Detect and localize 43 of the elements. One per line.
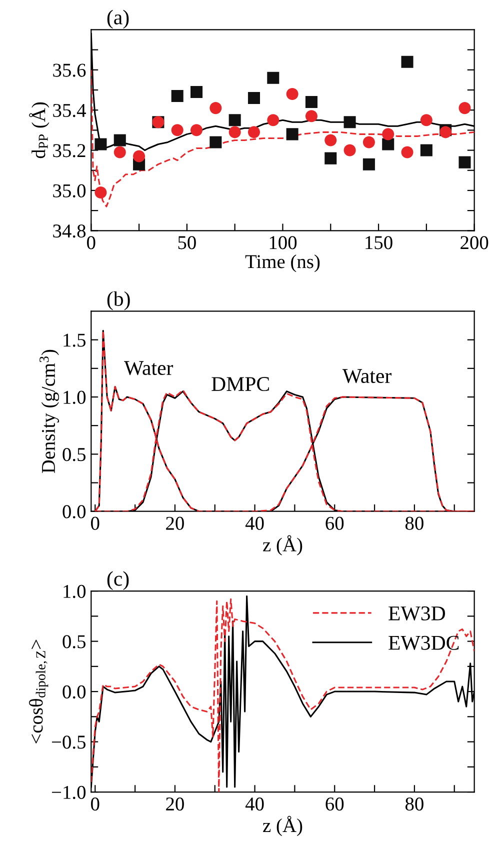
y-tick-label: 0.0 [62,685,86,699]
x-tick-label: 100 [270,236,297,250]
x-tick-label: 20 [166,516,184,530]
y-axis-title: d$_{PP}$ (Å) [29,102,50,158]
x-axis-title: z (Å) [263,535,302,556]
x-tick-label: 60 [326,797,344,811]
x-tick-label: 50 [178,236,196,250]
x-tick-label: 150 [366,236,392,250]
annotation: Water [342,369,392,384]
y-tick-label: 35.0 [53,184,86,198]
y-tick-label: 1.0 [64,390,86,404]
y-tick-label: 1.5 [64,334,86,347]
chart-title: (c) [107,571,129,590]
y-tick-label: 35.4 [53,104,86,118]
x-tick-label: 200 [460,236,488,250]
x-tick-label: 80 [405,797,424,811]
x-tick-label: 0 [87,236,96,250]
annotation: DMPC [212,377,269,392]
y-tick-label: −1.0 [52,786,86,800]
x-tick-label: 40 [245,516,264,530]
x-tick-label: 60 [326,516,344,530]
annotation: Water [124,361,174,376]
y-tick-label: 1.0 [64,584,86,598]
y-axis-title: <cosθ$_{dipole,Z}$> [28,640,48,744]
chart-title: (a) [107,10,129,29]
legend-label: EW3D [388,606,446,621]
x-tick-label: 80 [405,516,424,530]
chart-title: (b) [107,291,130,310]
x-tick-label: 0 [91,516,100,530]
y-tick-label: 0.5 [62,635,86,648]
x-tick-label: 20 [166,797,184,811]
x-axis-title: Time (ns) [245,254,320,272]
y-axis-title: Density (g/cm$^{3}$) [40,350,60,474]
x-tick-label: 0 [91,797,100,811]
y-tick-label: 35.6 [53,64,86,77]
legend-label: EW3DC [388,636,459,650]
x-tick-label: 40 [245,797,264,811]
y-tick-label: −0.5 [52,736,86,749]
y-tick-label: 35.2 [53,144,86,158]
x-axis-title: z (Å) [263,816,302,836]
y-tick-label: 0.0 [62,505,86,518]
y-tick-label: 34.8 [53,224,86,238]
y-tick-label: 0.5 [62,448,86,462]
